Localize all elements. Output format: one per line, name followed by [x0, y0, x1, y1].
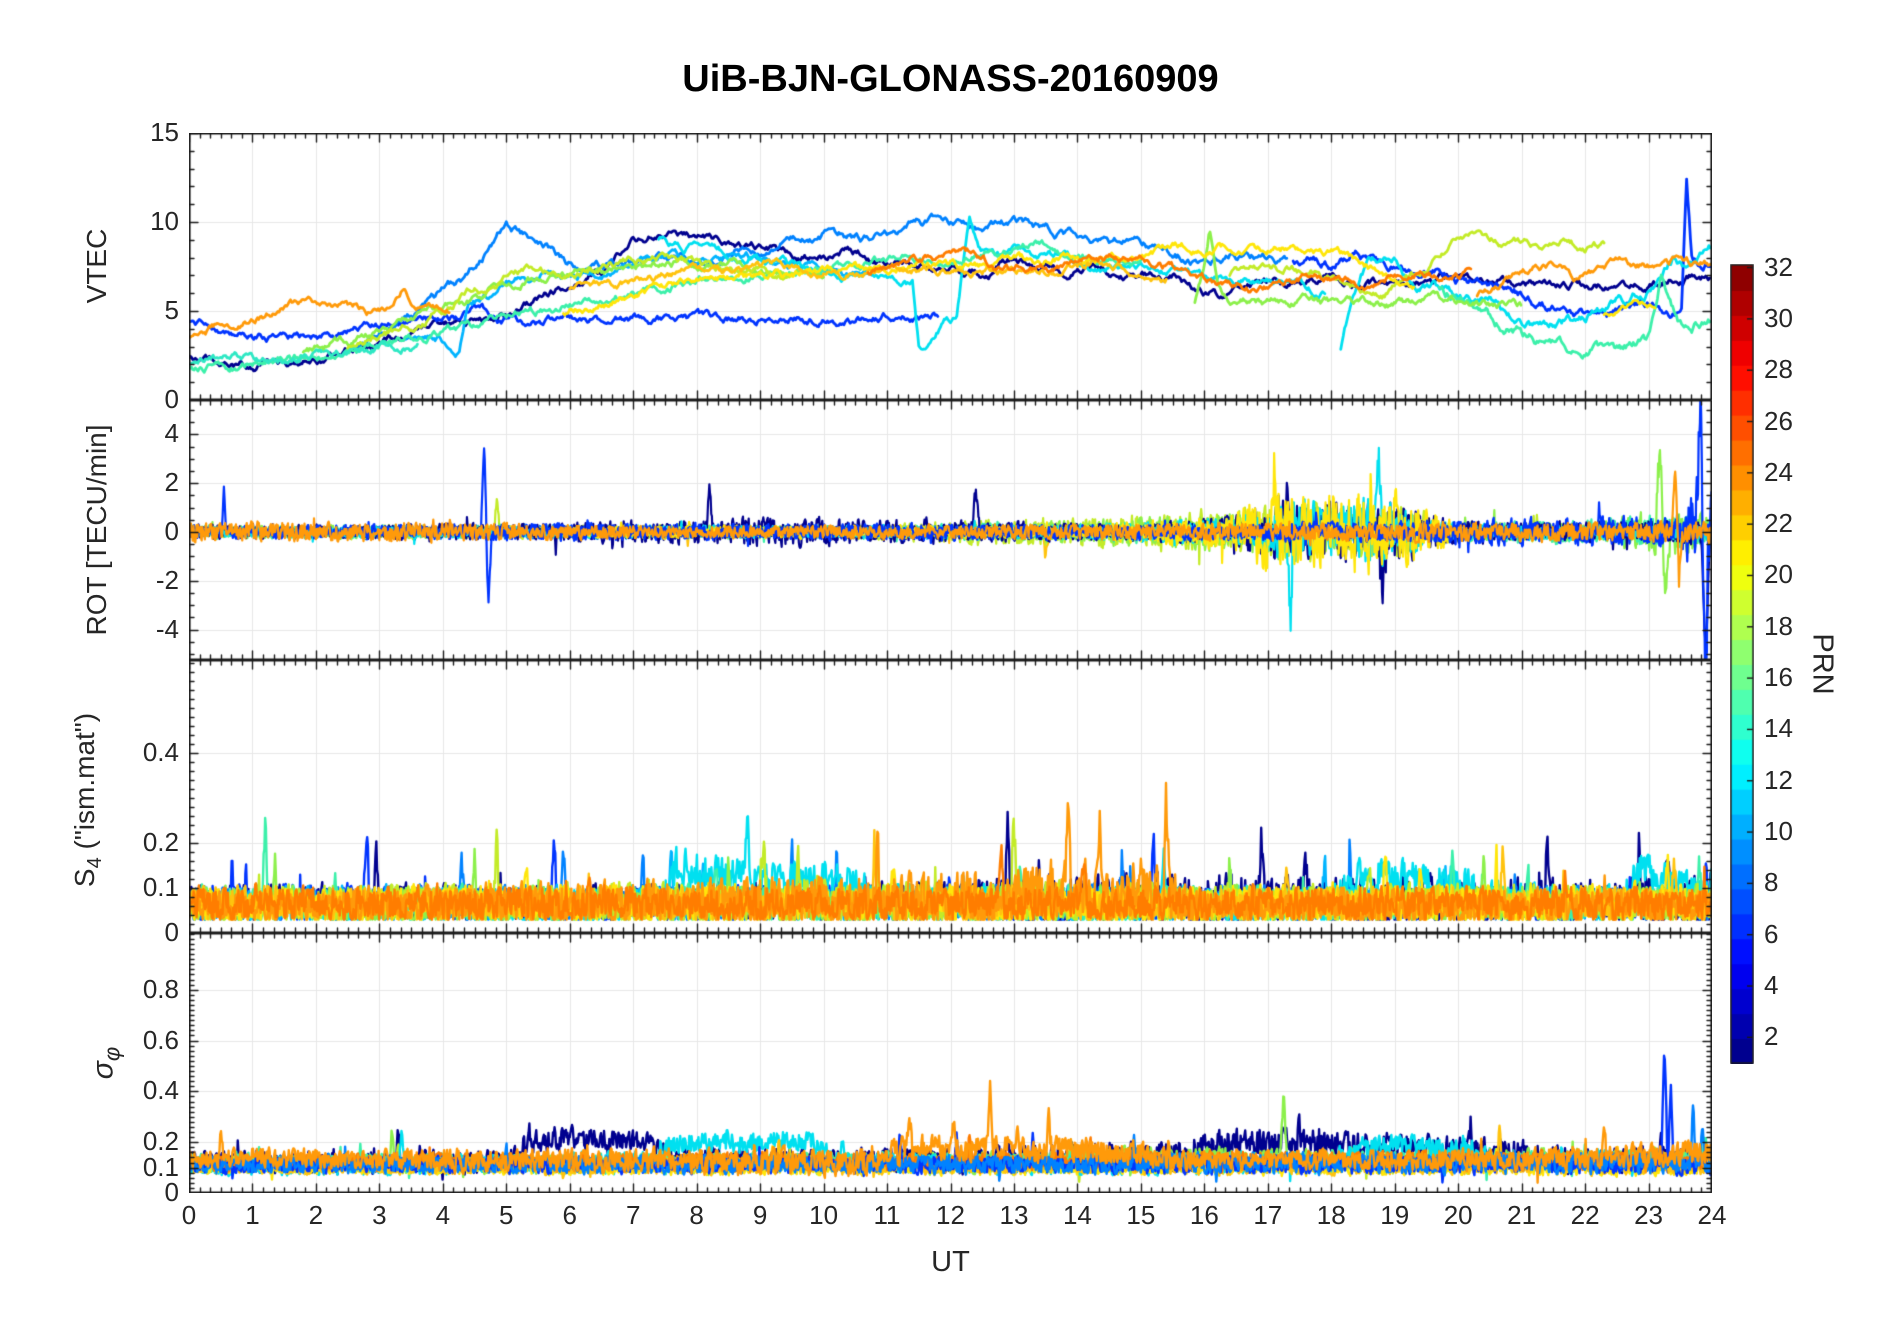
sigma-phi-y-tick-label: 0 — [164, 1177, 179, 1207]
x-tick-label: 19 — [1380, 1200, 1410, 1230]
colorbar-tick-label: 18 — [1764, 610, 1793, 641]
x-tick-label: 4 — [435, 1200, 451, 1230]
s4-y-axis-label: S4 ("ism.mat") — [69, 712, 106, 888]
s4-y-tick-label: 0 — [164, 917, 179, 947]
vtec-y-tick-label: 0 — [164, 384, 179, 414]
x-tick-label: 1 — [245, 1200, 260, 1230]
rot-plot-canvas — [189, 400, 1712, 660]
x-tick-label: 23 — [1634, 1200, 1663, 1230]
colorbar-tick-label: 16 — [1764, 662, 1793, 693]
vtec-y-tick-label: 10 — [150, 206, 179, 236]
x-tick-label: 16 — [1189, 1200, 1219, 1230]
x-tick-label: 20 — [1443, 1200, 1473, 1230]
rot-y-tick-label: 4 — [164, 418, 179, 449]
colorbar-tick-label: 2 — [1764, 1021, 1779, 1052]
vtec-plot-canvas — [189, 133, 1712, 400]
colorbar-tick-label: 30 — [1764, 302, 1793, 333]
x-tick-label: 15 — [1126, 1200, 1156, 1230]
vtec-y-axis-label: VTEC — [81, 228, 112, 304]
colorbar-tick-label: 14 — [1764, 713, 1793, 744]
sigma-phi-y-tick-label: 0.4 — [142, 1075, 179, 1106]
x-tick-label: 0 — [181, 1200, 197, 1230]
s4-y-tick-label: 0.4 — [142, 737, 179, 768]
colorbar-tick-label: 28 — [1764, 354, 1793, 385]
colorbar-tick-label: 22 — [1764, 508, 1793, 539]
x-tick-label: 6 — [562, 1200, 577, 1230]
sigma-phi-plot-canvas — [189, 933, 1712, 1193]
s4-plot-canvas — [189, 660, 1712, 933]
colorbar-tick-label: 26 — [1764, 405, 1793, 436]
x-tick-label: 13 — [999, 1200, 1029, 1230]
x-tick-label: 17 — [1253, 1200, 1283, 1230]
x-tick-label: 9 — [752, 1200, 768, 1230]
x-tick-label: 11 — [873, 1200, 901, 1230]
x-tick-label: 21 — [1507, 1200, 1537, 1230]
colorbar-tick-label: 8 — [1764, 867, 1779, 898]
x-tick-label: 24 — [1697, 1200, 1727, 1230]
x-tick-label: 14 — [1062, 1200, 1092, 1230]
sigma-phi-y-tick-label: 0.2 — [142, 1126, 179, 1157]
rot-y-tick-label: 2 — [164, 467, 179, 498]
vtec-y-tick-label: 15 — [150, 117, 179, 147]
colorbar-tick-label: 6 — [1764, 918, 1779, 949]
rot-y-tick-label: -2 — [155, 564, 179, 595]
colorbar-tick-label: 24 — [1764, 456, 1793, 487]
x-tick-label: 12 — [936, 1200, 965, 1230]
sigma-phi-y-tick-label: 0.8 — [142, 973, 179, 1004]
s4-y-tick-label: 0.1 — [142, 872, 179, 903]
rot-y-axis-label: ROT [TECU/min] — [81, 424, 112, 636]
figure-title: UiB-BJN-GLONASS-20160909 — [682, 58, 1219, 100]
x-axis-label: UT — [931, 1246, 970, 1278]
x-tick-label: 3 — [372, 1200, 387, 1230]
sigma-phi-y-tick-label: 0.1 — [142, 1151, 179, 1182]
x-tick-label: 5 — [499, 1200, 514, 1230]
vtec-y-tick-label: 5 — [164, 295, 179, 325]
x-tick-label: 8 — [689, 1200, 704, 1230]
rot-y-tick-label: 0 — [164, 515, 179, 546]
sigma-phi-y-tick-label: 0.6 — [142, 1024, 179, 1055]
s4-y-tick-label: 0.2 — [142, 827, 179, 858]
rot-y-tick-label: -4 — [155, 613, 179, 644]
x-tick-label: 18 — [1316, 1200, 1346, 1230]
x-tick-label: 10 — [809, 1200, 839, 1230]
sigma-phi-y-axis-label: σφ — [86, 1046, 125, 1080]
x-tick-label: 7 — [625, 1200, 641, 1230]
x-tick-label: 2 — [308, 1200, 324, 1230]
colorbar-tick-label: 12 — [1764, 764, 1793, 795]
colorbar-tick-label: 32 — [1764, 251, 1793, 282]
x-tick-label: 22 — [1570, 1200, 1600, 1230]
colorbar-tick-label: 20 — [1764, 559, 1793, 590]
colorbar-tick-label: 4 — [1764, 970, 1779, 1001]
colorbar-title: PRN — [1806, 633, 1839, 695]
colorbar-tick-label: 10 — [1764, 816, 1793, 847]
colorbar-canvas — [1730, 264, 1754, 1064]
